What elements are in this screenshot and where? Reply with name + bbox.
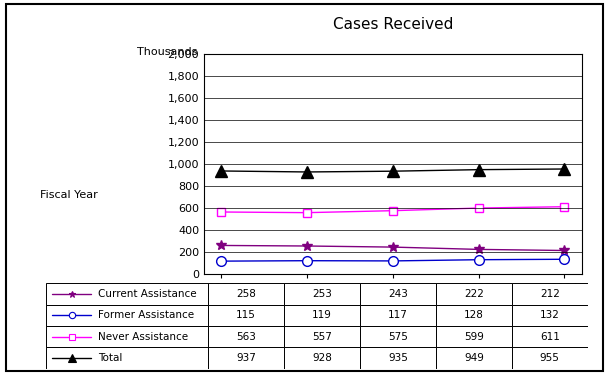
Bar xyxy=(436,347,512,369)
Text: 575: 575 xyxy=(388,332,408,342)
Text: 119: 119 xyxy=(312,310,332,320)
Text: Former Assistance: Former Assistance xyxy=(97,310,194,320)
Text: Thousands: Thousands xyxy=(137,47,197,57)
Text: 955: 955 xyxy=(540,353,560,363)
Text: Fiscal Year: Fiscal Year xyxy=(40,190,97,200)
Text: 611: 611 xyxy=(540,332,560,342)
Text: Current Assistance: Current Assistance xyxy=(97,289,196,299)
Bar xyxy=(284,347,360,369)
Bar xyxy=(360,326,436,347)
Bar xyxy=(512,347,588,369)
Bar xyxy=(208,304,284,326)
Bar xyxy=(436,304,512,326)
Text: 599: 599 xyxy=(464,332,484,342)
Text: 212: 212 xyxy=(540,289,560,299)
Bar xyxy=(360,304,436,326)
Text: 935: 935 xyxy=(388,353,408,363)
Text: Cases Received: Cases Received xyxy=(333,17,453,32)
Bar xyxy=(284,304,360,326)
Bar xyxy=(46,283,208,304)
Bar xyxy=(512,283,588,304)
Text: 928: 928 xyxy=(312,353,332,363)
Bar xyxy=(46,347,208,369)
Bar xyxy=(208,326,284,347)
Text: 258: 258 xyxy=(236,289,256,299)
Text: 115: 115 xyxy=(236,310,256,320)
Bar xyxy=(360,283,436,304)
Text: 253: 253 xyxy=(312,289,332,299)
Text: Total: Total xyxy=(97,353,122,363)
Text: 243: 243 xyxy=(388,289,408,299)
Text: 128: 128 xyxy=(464,310,484,320)
Text: 557: 557 xyxy=(312,332,332,342)
Text: 117: 117 xyxy=(388,310,408,320)
Bar xyxy=(436,283,512,304)
Bar xyxy=(208,283,284,304)
Bar xyxy=(284,326,360,347)
Bar xyxy=(512,326,588,347)
Text: 949: 949 xyxy=(464,353,484,363)
Bar xyxy=(360,347,436,369)
Text: Never Assistance: Never Assistance xyxy=(97,332,188,342)
Text: 132: 132 xyxy=(540,310,560,320)
Bar xyxy=(46,326,208,347)
Bar xyxy=(46,304,208,326)
Bar xyxy=(512,304,588,326)
Text: 937: 937 xyxy=(236,353,256,363)
Text: 563: 563 xyxy=(236,332,256,342)
Bar xyxy=(284,283,360,304)
Bar xyxy=(436,326,512,347)
Bar xyxy=(208,347,284,369)
Text: 222: 222 xyxy=(464,289,484,299)
